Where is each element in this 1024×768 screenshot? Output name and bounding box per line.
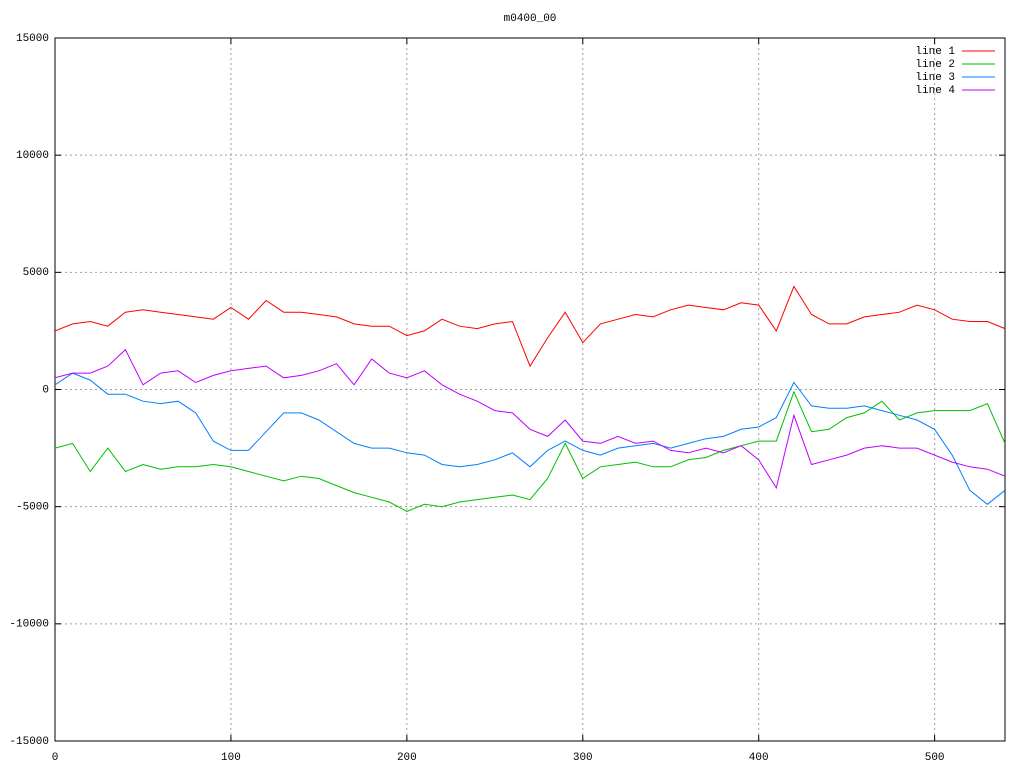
x-tick-label: 400 <box>749 752 769 764</box>
y-tick-label: 10000 <box>16 150 49 162</box>
y-tick-label: -10000 <box>9 619 49 631</box>
y-tick-label: -5000 <box>16 502 49 514</box>
y-tick-label: -15000 <box>9 736 49 748</box>
x-tick-label: 500 <box>925 752 945 764</box>
y-tick-label: 5000 <box>23 267 49 279</box>
x-tick-label: 200 <box>397 752 417 764</box>
data-line <box>55 390 1005 512</box>
x-tick-label: 300 <box>573 752 593 764</box>
legend-label: line 3 <box>915 72 955 84</box>
x-tick-label: 0 <box>52 752 59 764</box>
data-line <box>55 285 1005 368</box>
chart-title: m0400_00 <box>504 13 557 25</box>
data-line <box>55 372 1005 505</box>
legend-label: line 4 <box>915 85 955 97</box>
legend-label: line 1 <box>915 46 955 58</box>
x-tick-label: 100 <box>221 752 241 764</box>
data-line <box>55 348 1005 490</box>
y-tick-label: 0 <box>42 384 49 396</box>
legend-label: line 2 <box>915 59 955 71</box>
y-tick-label: 15000 <box>16 33 49 45</box>
